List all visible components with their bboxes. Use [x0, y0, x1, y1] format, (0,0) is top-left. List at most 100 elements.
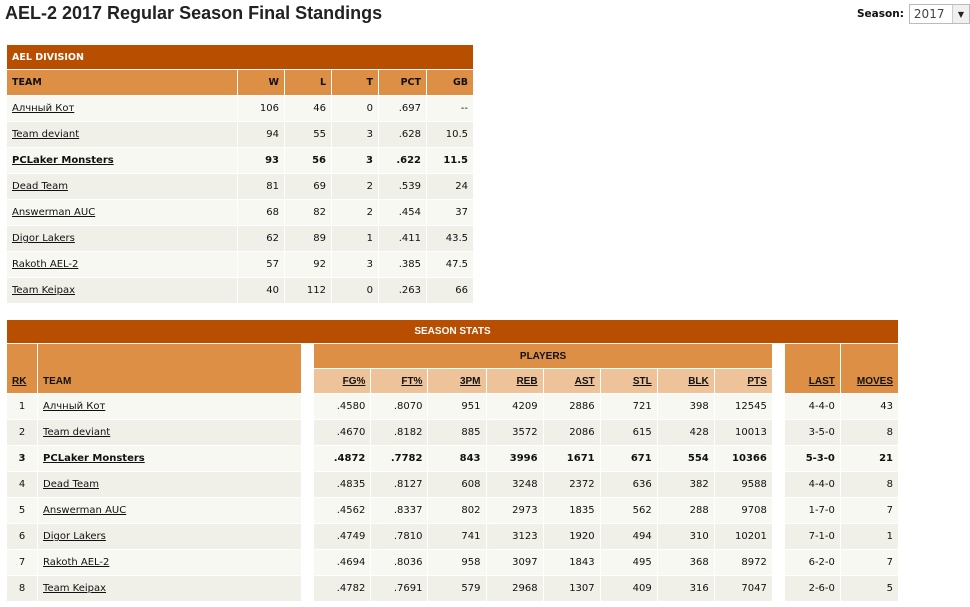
stat-cell: 0 [332, 95, 378, 121]
spacer [772, 445, 784, 471]
col-header-reb[interactable]: REB [486, 368, 543, 393]
stat-cell: 43 [840, 393, 898, 419]
stat-cell: 81 [238, 173, 284, 199]
team-link[interactable]: Answerman AUC [43, 505, 127, 516]
spacer [302, 523, 314, 549]
col-header-pts[interactable]: PTS [714, 368, 772, 393]
team-link[interactable]: Team Keipax [43, 583, 107, 594]
col-header-ast[interactable]: AST [543, 368, 600, 393]
team-cell[interactable]: Team deviant [38, 419, 302, 445]
team-link[interactable]: Rakoth AEL-2 [12, 259, 79, 270]
team-cell[interactable]: Digor Lakers [38, 523, 302, 549]
stat-cell: 608 [428, 471, 486, 497]
stat-cell: 0 [332, 277, 378, 303]
stat-cell: 68 [238, 199, 284, 225]
stat-cell: 1843 [543, 549, 600, 575]
team-link[interactable]: Алчный Кот [12, 103, 75, 114]
spacer [772, 575, 784, 601]
col-header-blk[interactable]: BLK [657, 368, 714, 393]
stat-cell: 46 [285, 95, 331, 121]
stat-cell: .8070 [371, 393, 428, 419]
team-cell[interactable]: Rakoth AEL-2 [7, 251, 237, 277]
chevron-down-icon[interactable]: ▼ [951, 5, 969, 23]
team-link[interactable]: Digor Lakers [43, 531, 106, 542]
season-select[interactable]: 2017 ▼ [908, 4, 970, 24]
team-link[interactable]: Team Keipax [12, 285, 75, 296]
stat-cell: 1671 [543, 445, 600, 471]
team-cell[interactable]: Rakoth AEL-2 [38, 549, 302, 575]
stat-cell: .4782 [314, 575, 371, 601]
team-cell[interactable]: Dead Team [7, 173, 237, 199]
team-link[interactable]: Team deviant [43, 427, 111, 438]
stat-cell: 636 [600, 471, 657, 497]
team-cell[interactable]: Team deviant [7, 121, 237, 147]
stat-cell: 8972 [714, 549, 772, 575]
stat-cell: .4580 [314, 393, 371, 419]
team-cell[interactable]: Team Keipax [38, 575, 302, 601]
table-row: 6 Digor Lakers .4749.7810 741 3123 1920 494 310… [7, 523, 898, 549]
team-cell[interactable]: PCLaker Monsters [7, 147, 237, 173]
stat-cell: 6-2-0 [784, 549, 840, 575]
team-link[interactable]: Dead Team [12, 181, 68, 192]
col-header-gb: GB [427, 69, 473, 95]
stat-cell: 2086 [543, 419, 600, 445]
stat-cell: 562 [600, 497, 657, 523]
col-header-ft-pct[interactable]: FT% [371, 368, 428, 393]
team-link[interactable]: Алчный Кот [43, 401, 106, 412]
page-title: AEL-2 2017 Regular Season Final Standing… [5, 3, 383, 23]
team-link[interactable]: PCLaker Monsters [43, 453, 145, 464]
team-link[interactable]: Answerman AUC [12, 207, 96, 218]
team-link[interactable]: Digor Lakers [12, 233, 75, 244]
stat-cell: .8337 [371, 497, 428, 523]
stat-cell: 40 [238, 277, 284, 303]
stat-cell: 55 [285, 121, 331, 147]
team-cell[interactable]: Answerman AUC [7, 199, 237, 225]
spacer [302, 393, 314, 419]
stat-cell: 1835 [543, 497, 600, 523]
stat-cell: 288 [657, 497, 714, 523]
col-header-fg-pct[interactable]: FG% [314, 368, 371, 393]
stat-cell: 10201 [714, 523, 772, 549]
stat-cell: 382 [657, 471, 714, 497]
stat-cell: 66 [427, 277, 473, 303]
spacer [302, 419, 314, 445]
team-link[interactable]: PCLaker Monsters [12, 155, 114, 166]
stat-cell: 495 [600, 549, 657, 575]
stat-cell: 398 [657, 393, 714, 419]
spacer [772, 523, 784, 549]
spacer [772, 471, 784, 497]
team-cell[interactable]: Digor Lakers [7, 225, 237, 251]
team-cell[interactable]: Answerman AUC [38, 497, 302, 523]
team-link[interactable]: Dead Team [43, 479, 99, 490]
stat-cell: 47.5 [427, 251, 473, 277]
moves-header[interactable]: MOVES [840, 343, 898, 393]
col-header-stl[interactable]: STL [600, 368, 657, 393]
col-header-pct: PCT [379, 69, 426, 95]
team-cell[interactable]: Team Keipax [7, 277, 237, 303]
stat-cell: 69 [285, 173, 331, 199]
team-cell[interactable]: Алчный Кот [7, 95, 237, 121]
stat-cell: 10366 [714, 445, 772, 471]
stat-cell: 57 [238, 251, 284, 277]
team-link[interactable]: Rakoth AEL-2 [43, 557, 110, 568]
stat-cell: 802 [428, 497, 486, 523]
team-link[interactable]: Team deviant [12, 129, 80, 140]
stat-cell: 1 [332, 225, 378, 251]
spacer [772, 419, 784, 445]
team-cell[interactable]: Dead Team [38, 471, 302, 497]
col-header-3pm[interactable]: 3PM [428, 368, 486, 393]
stat-cell: 741 [428, 523, 486, 549]
stat-cell: .385 [379, 251, 426, 277]
stat-cell: 7047 [714, 575, 772, 601]
rank-cell: 8 [7, 575, 38, 601]
stat-cell: 3572 [486, 419, 543, 445]
stat-cell: 3-5-0 [784, 419, 840, 445]
stat-cell: 8 [840, 471, 898, 497]
season-selector: Season: 2017 ▼ [857, 4, 970, 24]
stat-cell: 554 [657, 445, 714, 471]
team-cell[interactable]: PCLaker Monsters [38, 445, 302, 471]
stat-cell: .628 [379, 121, 426, 147]
last-header[interactable]: LAST [784, 343, 840, 393]
team-cell[interactable]: Алчный Кот [38, 393, 302, 419]
rk-header[interactable]: RK [7, 343, 38, 393]
